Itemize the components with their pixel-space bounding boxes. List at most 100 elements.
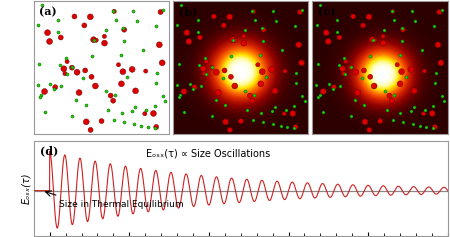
Point xyxy=(230,38,237,42)
Point xyxy=(93,38,100,42)
Point xyxy=(101,41,108,45)
Point xyxy=(240,34,248,38)
Point xyxy=(330,85,338,89)
Point xyxy=(242,89,249,93)
Point xyxy=(151,126,158,129)
Point xyxy=(367,75,374,79)
Point xyxy=(62,56,69,60)
Point xyxy=(227,75,234,79)
Point xyxy=(313,23,320,27)
Point xyxy=(325,82,333,86)
Point xyxy=(365,15,373,19)
Point xyxy=(281,69,288,73)
Point xyxy=(256,54,264,57)
Text: Eₒₛₓ(τ) ∝ Size Oscillations: Eₒₛₓ(τ) ∝ Size Oscillations xyxy=(145,149,270,159)
Point xyxy=(371,38,378,42)
Point xyxy=(369,38,376,42)
Point xyxy=(41,110,48,114)
Point xyxy=(215,91,222,95)
Point xyxy=(347,65,355,69)
Point xyxy=(210,14,217,18)
Point xyxy=(158,61,166,65)
Point xyxy=(202,72,210,76)
Point xyxy=(153,81,160,85)
Point xyxy=(88,75,95,79)
Point xyxy=(118,82,125,86)
Point xyxy=(323,31,330,35)
Point xyxy=(399,120,406,124)
Point xyxy=(175,63,182,66)
Point xyxy=(132,105,139,109)
Point xyxy=(367,54,374,58)
Point xyxy=(121,28,128,32)
Point xyxy=(81,68,89,72)
Point xyxy=(197,84,204,88)
Point xyxy=(87,15,94,19)
Point xyxy=(69,65,76,69)
Point xyxy=(130,9,137,13)
Point xyxy=(183,31,190,35)
Point xyxy=(57,36,64,39)
Point xyxy=(90,38,97,41)
Point xyxy=(320,110,327,114)
Point xyxy=(88,54,95,58)
Point xyxy=(177,94,184,97)
Point xyxy=(289,112,297,115)
Point xyxy=(115,63,122,67)
Point xyxy=(290,104,297,108)
Point xyxy=(63,60,71,64)
Point xyxy=(231,84,239,88)
Point xyxy=(159,95,166,98)
Point xyxy=(133,19,140,23)
Point xyxy=(389,9,396,13)
Point xyxy=(394,63,401,67)
Point xyxy=(251,93,258,97)
Point xyxy=(197,36,204,39)
Point xyxy=(142,69,149,73)
Point xyxy=(159,8,166,11)
Point xyxy=(63,72,70,76)
Point xyxy=(109,9,117,13)
Point xyxy=(412,19,419,23)
Point xyxy=(41,90,48,93)
Point xyxy=(196,63,203,67)
Point xyxy=(201,56,208,60)
Point xyxy=(441,99,448,102)
Point xyxy=(354,91,361,95)
Point xyxy=(151,104,158,108)
Point xyxy=(366,128,373,132)
Point xyxy=(269,9,276,13)
Point xyxy=(213,70,220,74)
Point xyxy=(407,68,414,71)
Point xyxy=(71,14,78,18)
Point xyxy=(36,95,43,99)
Point xyxy=(46,40,53,43)
Point xyxy=(153,125,160,129)
Point xyxy=(55,18,62,22)
Point xyxy=(268,68,275,71)
Point xyxy=(301,99,308,102)
Point xyxy=(292,125,299,129)
Point xyxy=(138,124,145,128)
Point xyxy=(360,68,368,72)
Point xyxy=(369,38,376,41)
Point xyxy=(268,109,275,113)
Point xyxy=(208,66,215,69)
Point xyxy=(361,103,368,107)
Point xyxy=(398,27,405,30)
Point xyxy=(82,103,89,107)
Point xyxy=(162,99,169,102)
Point xyxy=(315,63,322,66)
Point xyxy=(260,28,267,32)
Point xyxy=(83,120,90,124)
Point xyxy=(437,61,445,65)
Point xyxy=(390,93,397,97)
Point xyxy=(333,18,341,22)
Point xyxy=(292,24,299,28)
Point xyxy=(68,66,76,69)
Point xyxy=(36,63,43,66)
Point xyxy=(109,99,117,103)
Point xyxy=(190,87,197,91)
Point xyxy=(129,68,136,71)
Point xyxy=(176,95,183,99)
